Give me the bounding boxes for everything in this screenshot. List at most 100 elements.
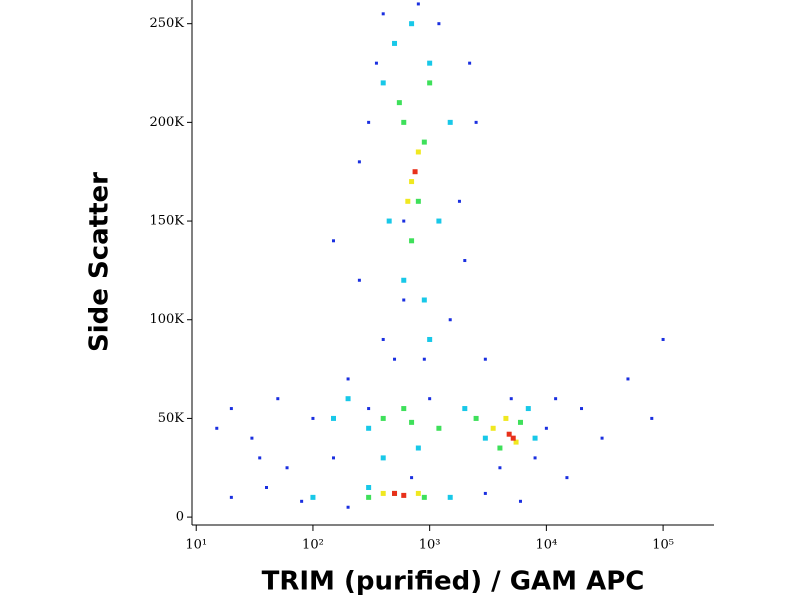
y-axis-title: Side Scatter <box>85 172 115 352</box>
point <box>626 377 630 381</box>
x-tick-label: 10⁴ <box>535 538 557 553</box>
point <box>482 435 488 441</box>
point <box>381 12 385 16</box>
point <box>405 198 411 204</box>
point <box>346 505 350 509</box>
x-tick-label: 10² <box>302 538 324 553</box>
point <box>580 407 584 411</box>
point <box>409 419 415 425</box>
x-axis-title: TRIM (purified) / GAM APC <box>262 567 645 597</box>
point <box>412 169 418 175</box>
x-tick-label: 10³ <box>419 538 441 553</box>
point <box>380 490 386 496</box>
point <box>554 397 558 401</box>
point <box>415 198 421 204</box>
point <box>427 336 433 342</box>
point <box>229 407 233 411</box>
y-tick-label: 50K <box>158 411 185 426</box>
point <box>250 436 254 440</box>
point <box>415 149 421 155</box>
point <box>386 218 392 224</box>
point <box>421 139 427 145</box>
point <box>503 415 509 421</box>
point <box>367 120 371 124</box>
point <box>427 80 433 86</box>
point <box>310 494 316 500</box>
x-tick-label: 10⁵ <box>652 538 674 553</box>
point <box>330 415 336 421</box>
point <box>393 357 397 361</box>
point <box>374 61 378 65</box>
point <box>600 436 604 440</box>
point <box>506 431 512 437</box>
point <box>448 318 452 322</box>
point <box>380 415 386 421</box>
point <box>510 435 516 441</box>
y-tick-label: 250K <box>149 16 184 31</box>
point <box>401 119 407 125</box>
point <box>357 160 361 164</box>
point <box>264 486 268 489</box>
point <box>331 456 335 460</box>
point <box>428 397 432 401</box>
point <box>401 277 407 283</box>
point <box>468 61 472 65</box>
point <box>357 278 361 282</box>
point <box>490 425 496 431</box>
point <box>396 100 402 106</box>
point <box>402 298 406 302</box>
point <box>258 456 262 460</box>
point <box>661 337 665 341</box>
point <box>401 492 407 498</box>
point <box>565 476 569 480</box>
point <box>513 439 519 445</box>
point <box>345 396 351 402</box>
point <box>525 406 531 412</box>
point <box>276 397 280 401</box>
point <box>311 416 315 420</box>
point <box>380 80 386 86</box>
point <box>285 466 289 470</box>
y-tick-label: 100K <box>149 312 184 327</box>
point <box>474 120 478 124</box>
point <box>421 494 427 500</box>
point <box>650 416 654 420</box>
point <box>410 476 414 480</box>
point <box>509 397 513 401</box>
point <box>517 419 523 425</box>
point <box>498 466 502 470</box>
point <box>409 238 415 244</box>
point <box>300 499 304 503</box>
point <box>457 199 461 203</box>
point <box>366 485 372 490</box>
point <box>366 425 372 431</box>
point <box>473 415 479 421</box>
point <box>422 357 426 361</box>
point <box>462 406 468 412</box>
point <box>409 21 415 27</box>
point <box>518 499 522 503</box>
point <box>427 60 433 66</box>
point <box>392 40 398 46</box>
point <box>463 259 467 263</box>
point <box>437 22 441 26</box>
point <box>416 2 420 6</box>
point <box>483 491 487 495</box>
point <box>331 239 335 243</box>
point <box>415 490 421 496</box>
point <box>533 456 537 460</box>
point <box>402 219 406 223</box>
point <box>392 490 398 496</box>
point <box>447 119 453 125</box>
point <box>367 407 371 411</box>
y-tick-label: 150K <box>149 214 184 229</box>
point <box>215 426 219 430</box>
point <box>401 406 407 412</box>
point <box>436 425 442 431</box>
point <box>380 455 386 461</box>
point <box>346 377 350 381</box>
point <box>229 495 233 499</box>
point <box>436 218 442 224</box>
y-tick-label: 200K <box>149 115 184 130</box>
